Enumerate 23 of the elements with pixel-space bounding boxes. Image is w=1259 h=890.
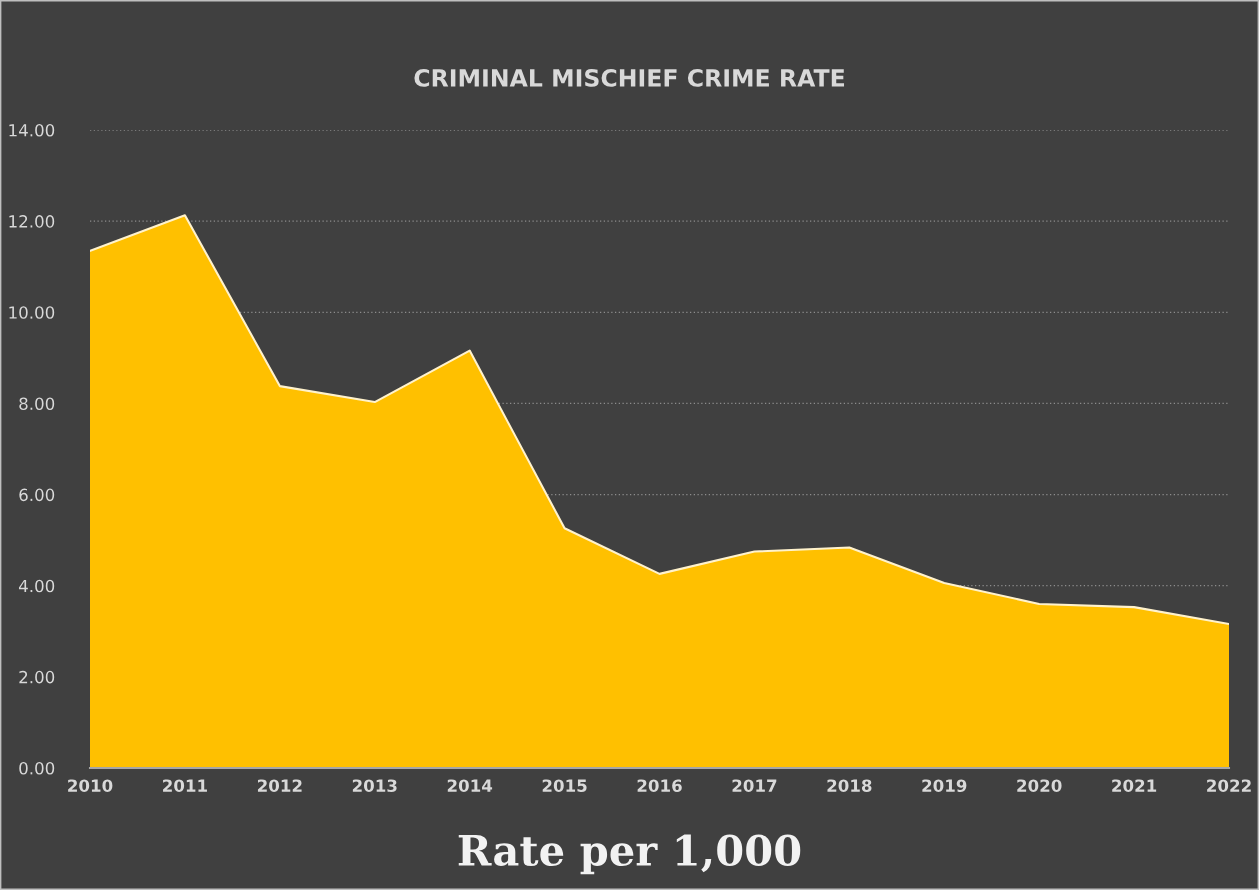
y-tick-label: 8.00 xyxy=(19,397,55,410)
x-axis-title: Rate per 1,000 xyxy=(458,834,801,875)
x-tick-label: 2017 xyxy=(732,779,777,793)
x-tick-label: 2013 xyxy=(352,779,397,793)
y-tick-label: 12.00 xyxy=(9,215,55,228)
chart-title: CRIMINAL MISCHIEF CRIME RATE xyxy=(414,68,845,87)
y-tick-label: 2.00 xyxy=(19,670,55,684)
x-tick-label: 2015 xyxy=(542,779,587,793)
x-tick-label: 2020 xyxy=(1017,779,1062,793)
y-tick-label: 10.00 xyxy=(9,306,55,319)
x-tick-label: 2012 xyxy=(257,779,302,793)
x-tick-label: 2022 xyxy=(1207,779,1251,793)
x-tick-label: 2011 xyxy=(163,779,207,793)
y-tick-label: 6.00 xyxy=(19,488,55,502)
x-tick-label: 2019 xyxy=(922,779,967,793)
y-tick-label: 4.00 xyxy=(18,579,55,593)
x-tick-label: 2016 xyxy=(637,779,682,793)
x-tick-label: 2010 xyxy=(68,779,113,793)
x-tick-label: 2014 xyxy=(447,779,493,793)
y-tick-label: 0.00 xyxy=(19,761,55,775)
y-tick-label: 14.00 xyxy=(9,123,55,137)
x-tick-label: 2018 xyxy=(827,779,872,793)
x-tick-label: 2021 xyxy=(1112,779,1157,793)
